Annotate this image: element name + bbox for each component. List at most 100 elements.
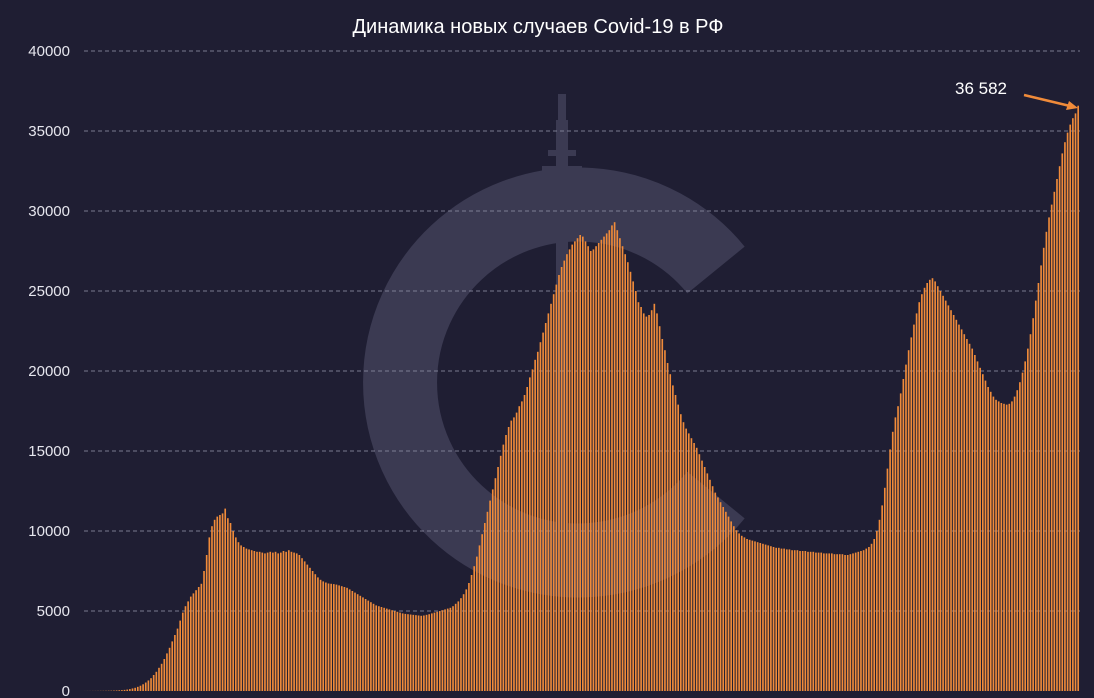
bar [155,671,158,691]
bar [600,239,603,692]
bar [147,680,150,691]
bar [306,564,309,691]
bar [1034,300,1037,691]
bar [1008,403,1011,691]
bar [232,531,234,691]
bar [438,611,441,691]
bar [523,395,526,691]
bar [446,608,449,691]
bar [796,550,799,691]
bar [489,500,491,691]
y-tick-label: 35000 [28,123,70,140]
bar [738,533,740,691]
y-tick-label: 15000 [28,443,70,460]
bar [701,460,703,691]
bar [129,689,131,691]
bar [719,502,722,691]
bar [809,551,812,691]
bar [510,420,513,691]
bar [627,262,629,691]
bar [910,337,913,691]
bar [849,554,852,691]
bar [118,690,121,691]
bar [412,614,415,691]
bar [756,542,759,691]
bar [634,291,637,691]
bar [709,479,711,691]
y-tick-label: 20000 [28,363,70,380]
bar [1016,390,1019,691]
bar [502,444,505,691]
bar [513,417,515,691]
bar [258,551,261,691]
bar [280,552,282,691]
bar [351,591,354,691]
bar [166,653,168,691]
bar [348,589,351,691]
bar [883,487,886,691]
bar [788,549,791,691]
bar [807,551,809,691]
bar [841,554,844,691]
bar [825,553,828,691]
bar [282,551,285,691]
bar [457,601,460,691]
bar [703,467,706,691]
bar [666,363,669,691]
bar [748,539,751,691]
bar [536,351,539,691]
bar [131,688,134,691]
bar [491,489,494,691]
bar [184,606,187,691]
bar [984,380,987,691]
bar [791,550,793,691]
chart-title: Динамика новых случаев Covid-19 в РФ [352,16,723,38]
bar [197,587,200,691]
bar [706,473,709,691]
bar [587,246,589,691]
bar [473,566,476,691]
bar [250,550,253,691]
bar [391,610,393,691]
bar [560,267,563,691]
bar [823,553,825,691]
bar [947,305,950,691]
bar [277,553,280,691]
bar [605,233,608,691]
bar [767,545,770,691]
bar [974,355,976,691]
bar [505,435,507,691]
peak-annotation: 36 582 [955,79,1078,110]
bar [645,316,648,691]
bar [770,546,772,691]
bar [942,295,944,691]
bar [370,602,372,691]
bar [820,552,823,691]
bar [905,364,907,691]
bar [589,251,592,691]
bar [417,615,420,691]
bar [629,271,632,691]
bar [621,246,624,691]
bar [242,547,245,691]
bar [1037,283,1040,691]
bar [452,606,454,691]
bar [881,505,883,691]
bar [772,547,775,691]
bar [878,519,881,691]
bar [1011,401,1013,691]
bar [375,605,378,691]
bar [592,249,595,691]
bar [1019,382,1021,691]
bar [955,319,958,691]
bar [335,584,338,691]
bar [762,543,764,691]
bar [732,526,735,691]
bar [971,348,974,691]
bar [189,596,192,691]
bar [476,556,478,691]
bar [264,553,266,691]
annotation-arrowhead [1066,101,1078,110]
bar [1040,265,1042,691]
bar [865,548,868,691]
